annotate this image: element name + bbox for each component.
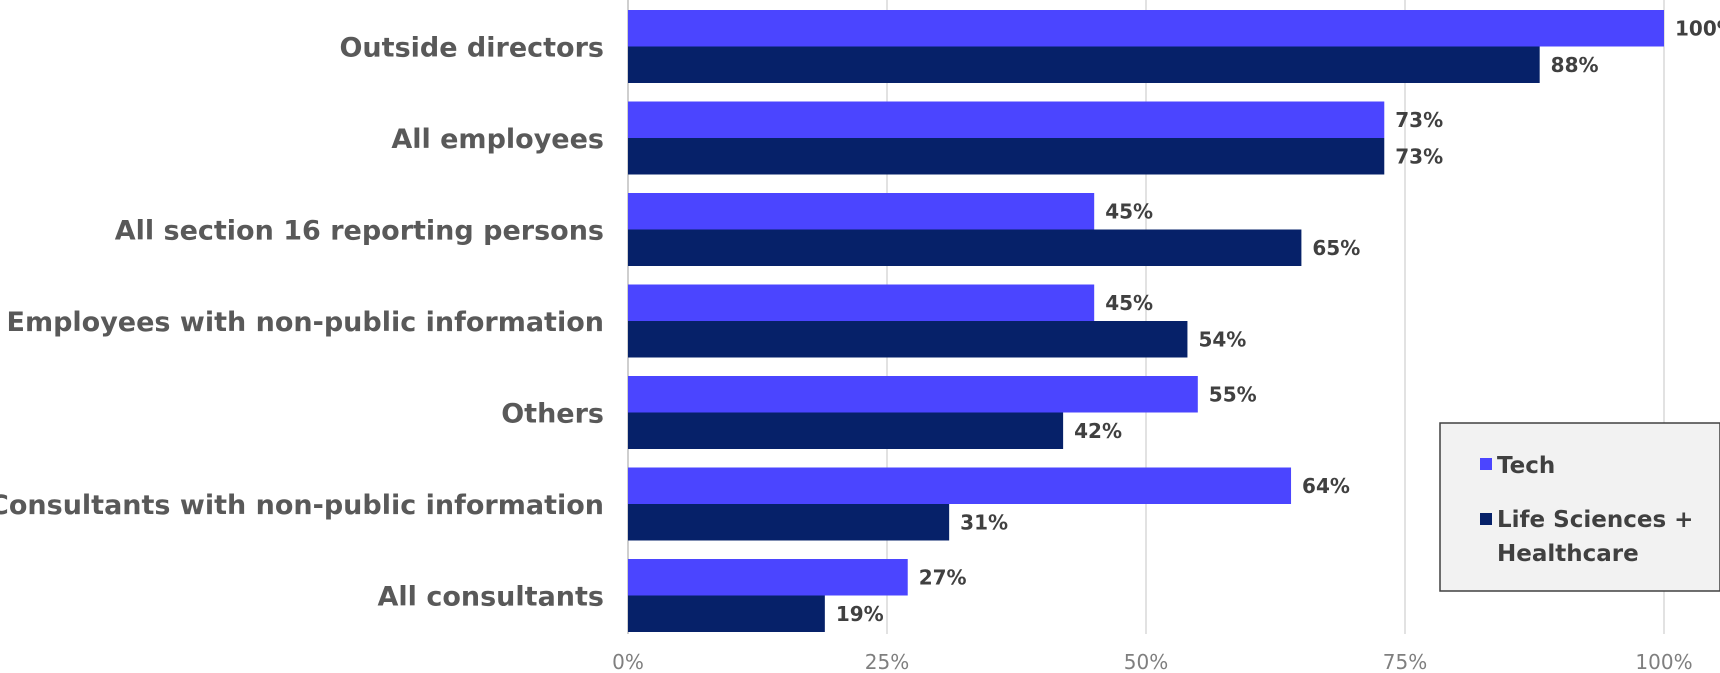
data-label: 45% [1105, 199, 1153, 223]
legend-box [1439, 422, 1720, 592]
category-label: All section 16 reporting persons [115, 216, 604, 247]
data-label: 65% [1312, 236, 1360, 260]
x-tick-label: 0% [612, 650, 644, 673]
category-label: Consultants with non-public information [0, 490, 604, 521]
data-label: 73% [1395, 108, 1443, 132]
data-label: 88% [1551, 53, 1599, 77]
legend: Tech Life Sciences + Healthcare [1439, 422, 1720, 592]
category-label: Employees with non-public information [7, 307, 605, 338]
bar [628, 504, 950, 541]
bar [628, 229, 1302, 266]
x-tick-label: 100% [1635, 650, 1692, 673]
bar [628, 46, 1540, 83]
legend-label-tech: Tech [1497, 453, 1555, 479]
data-label: 73% [1395, 144, 1443, 168]
data-label: 55% [1209, 382, 1257, 406]
bars: 100% 88% 73% 73% 45% 65% 45% 54% 55% 42% 64% 31% 27%… [628, 10, 1720, 632]
bar [628, 101, 1385, 138]
legend-swatch-life-sciences [1480, 513, 1492, 525]
x-tick-label: 75% [1383, 650, 1427, 673]
category-labels: Outside directors All employees All sectio… [0, 33, 604, 613]
bar [628, 284, 1095, 321]
data-label: 19% [836, 602, 884, 626]
legend-label-life-sciences-line1: Life Sciences + [1497, 507, 1693, 533]
bar [628, 559, 908, 596]
category-label: Outside directors [339, 33, 604, 64]
legend-label-life-sciences-line2: Healthcare [1497, 541, 1639, 567]
data-label: 45% [1105, 291, 1153, 315]
bar [628, 595, 825, 632]
data-label: 27% [919, 565, 967, 589]
bar [628, 412, 1064, 449]
legend-swatch-tech [1480, 458, 1492, 470]
x-tick-label: 50% [1124, 650, 1168, 673]
data-label: 42% [1074, 419, 1122, 443]
bar [628, 321, 1188, 358]
data-label: 64% [1302, 474, 1350, 498]
category-label: All consultants [378, 582, 604, 613]
bar [628, 138, 1385, 175]
category-label: Others [501, 399, 604, 430]
bar [628, 193, 1095, 230]
bar [628, 467, 1292, 504]
category-label: All employees [391, 124, 604, 155]
data-label: 54% [1198, 327, 1246, 351]
x-tick-label: 25% [865, 650, 909, 673]
x-axis-tick-labels: 0% 25% 50% 75% 100% [612, 650, 1692, 673]
bar [628, 376, 1198, 413]
data-label: 100% [1675, 16, 1720, 40]
data-label: 31% [960, 510, 1008, 534]
bar [628, 10, 1664, 47]
